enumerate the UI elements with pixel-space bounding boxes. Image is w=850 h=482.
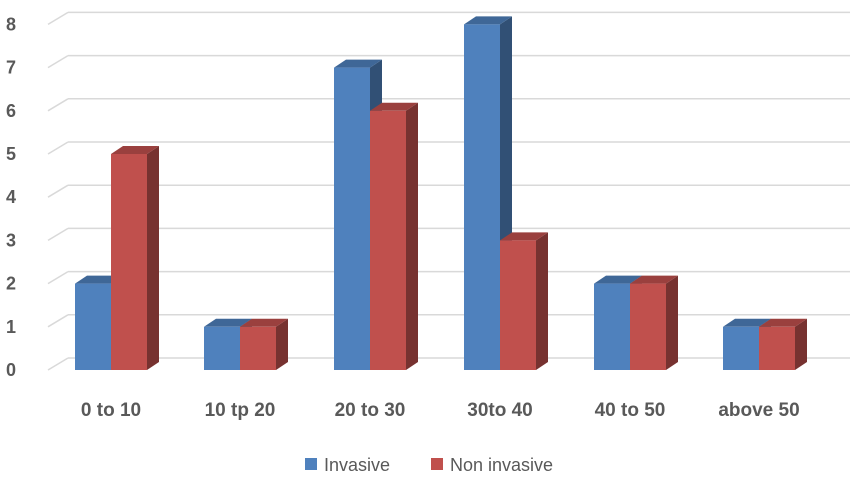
bar-top bbox=[111, 146, 159, 154]
bar-front bbox=[723, 326, 759, 370]
bar-top bbox=[500, 232, 548, 241]
legend-label-invasive: Invasive bbox=[324, 455, 390, 475]
x-axis-ticks: 0 to 10 10 tp 20 20 to 30 30to 40 40 to 50 ab… bbox=[81, 400, 800, 421]
bar-top bbox=[594, 275, 642, 284]
y-tick-label: 5 bbox=[6, 144, 16, 164]
bar-top bbox=[630, 275, 678, 284]
x-tick-label: 0 to 10 bbox=[81, 400, 141, 421]
bar-top bbox=[759, 318, 807, 327]
bar-non-invasive-4 bbox=[630, 275, 678, 370]
bar-front bbox=[334, 67, 370, 370]
legend-swatch-invasive bbox=[305, 458, 317, 470]
x-tick-label: 30to 40 bbox=[467, 400, 532, 421]
gridlines bbox=[47, 11, 850, 371]
bar-top bbox=[370, 102, 418, 111]
bar-top bbox=[723, 318, 771, 327]
gridline-diag bbox=[47, 314, 69, 328]
bar-front bbox=[594, 283, 630, 370]
gridline-diag bbox=[47, 227, 69, 242]
gridline-diag bbox=[47, 98, 69, 112]
bar-invasive-3 bbox=[464, 16, 512, 371]
bar-non-invasive-3 bbox=[500, 232, 548, 370]
bar-side bbox=[666, 275, 678, 370]
legend-label-non-invasive: Non invasive bbox=[450, 455, 553, 475]
bar-side bbox=[276, 318, 288, 370]
y-tick-label: 6 bbox=[6, 101, 16, 121]
bar-side bbox=[147, 146, 159, 370]
bar-front bbox=[204, 326, 240, 370]
gridline-diag bbox=[47, 357, 69, 371]
gridline-diag bbox=[47, 54, 69, 69]
x-tick-label: 10 tp 20 bbox=[205, 400, 276, 421]
bar-top bbox=[204, 318, 252, 327]
bar-non-invasive-1 bbox=[240, 318, 288, 370]
bar-side bbox=[406, 102, 418, 371]
y-tick-label: 4 bbox=[6, 187, 16, 207]
x-tick-label: 40 to 50 bbox=[595, 400, 666, 421]
y-tick-label: 2 bbox=[6, 274, 16, 294]
bar-front bbox=[111, 154, 147, 370]
y-tick-label: 8 bbox=[6, 14, 16, 34]
bar-front bbox=[500, 240, 536, 370]
x-tick-label: 20 to 30 bbox=[335, 400, 406, 421]
gridline-diag bbox=[47, 184, 69, 198]
bar-non-invasive-5 bbox=[759, 318, 807, 370]
y-axis-ticks: 0 1 2 3 4 5 6 7 8 bbox=[6, 14, 16, 380]
bar-front bbox=[630, 283, 666, 370]
x-tick-label: above 50 bbox=[718, 400, 799, 421]
y-tick-label: 7 bbox=[6, 58, 16, 78]
bar-side bbox=[795, 318, 807, 370]
bar-side bbox=[536, 232, 548, 370]
gridline-diag bbox=[47, 270, 69, 285]
bar-top bbox=[464, 16, 512, 25]
y-tick-label: 0 bbox=[6, 360, 16, 380]
bar-front bbox=[759, 326, 795, 370]
bar-front bbox=[240, 326, 276, 370]
y-tick-label: 3 bbox=[6, 230, 16, 250]
bar-front bbox=[464, 24, 500, 371]
bar-non-invasive-0 bbox=[111, 146, 159, 370]
gridline-diag bbox=[47, 141, 69, 155]
bar-front bbox=[370, 110, 406, 371]
bar-top bbox=[334, 59, 382, 68]
legend: Invasive Non invasive bbox=[305, 455, 553, 475]
bar-non-invasive-2 bbox=[370, 102, 418, 371]
y-tick-label: 1 bbox=[6, 317, 16, 337]
bar-top bbox=[240, 318, 288, 327]
legend-swatch-non-invasive bbox=[431, 458, 443, 470]
bars bbox=[75, 16, 807, 371]
gridline-diag bbox=[47, 11, 69, 26]
bar-front bbox=[75, 283, 111, 370]
